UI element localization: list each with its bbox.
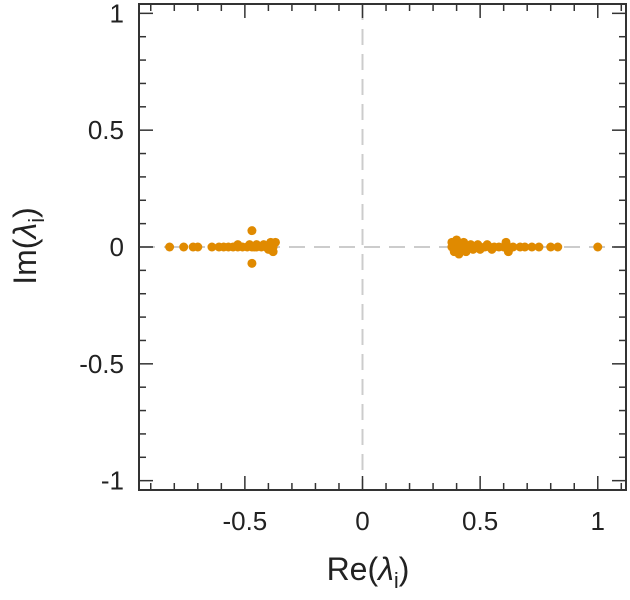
data-point [527,242,537,252]
x-tick-label: 1 [591,506,605,536]
data-points [165,226,603,268]
x-tick-label: 0.5 [462,506,498,536]
data-point [593,242,603,252]
x-tick-label: 0 [355,506,369,536]
data-point [553,242,563,252]
data-point [179,242,189,252]
data-point [268,247,278,257]
data-point [487,244,497,254]
data-point [546,242,556,252]
data-point [454,249,464,259]
data-point [459,237,469,247]
data-point [247,226,257,236]
data-point [452,235,462,245]
data-point [165,242,175,252]
data-point [520,242,530,252]
data-point [501,237,511,247]
data-point [475,244,485,254]
y-tick-label: 0.5 [88,115,124,145]
data-point [207,242,217,252]
x-tick-label: -0.5 [222,506,267,536]
y-axis-title: Im(λi) [7,207,49,285]
y-tick-label: -0.5 [79,349,124,379]
y-tick-label: 1 [110,0,124,28]
y-tick-label: 0 [110,232,124,262]
data-point [534,242,544,252]
data-point [461,247,471,257]
data-point [193,242,203,252]
data-point [245,240,255,250]
data-point [468,244,478,254]
data-point [233,240,243,250]
tick-labels: -0.5 0 0.5 1 1 0.5 0 -0.5 -1 [79,0,605,536]
data-point [503,247,513,257]
data-point [247,258,257,268]
y-tick-label: -1 [101,466,124,496]
x-axis-title: Re(λi) [327,551,410,593]
data-point [270,237,280,247]
plot-frame [138,3,627,491]
data-point [252,240,262,250]
axis-ticks [139,4,626,490]
